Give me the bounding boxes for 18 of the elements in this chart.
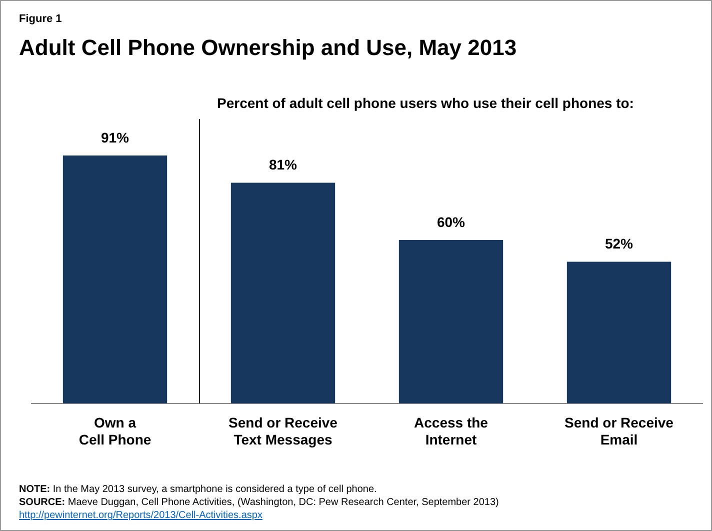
chart-title: Adult Cell Phone Ownership and Use, May 2013 (19, 35, 517, 61)
x-tick-label: Send or Receive Email (564, 414, 674, 448)
bar (398, 240, 504, 404)
bar (62, 156, 168, 404)
data-label: 91% (100, 129, 130, 146)
bar (566, 262, 672, 404)
text: http://pewinternet.org/Reports/2013/Cell-Activities.aspx (19, 510, 262, 521)
data-label: 81% (268, 156, 298, 173)
bar (230, 182, 336, 404)
chart-subtitle: Figure 1 (19, 13, 62, 25)
source-note: SOURCE: Maeve Duggan, Cell Phone Activities, (Washington, DC: Pew Research Center, September 2013) (19, 496, 499, 509)
x-tick-label: Own a Cell Phone (78, 414, 152, 448)
x-tick-label: Send or Receive Text Messages (228, 414, 338, 448)
data-label: 52% (604, 236, 634, 252)
data-label: 60% (436, 214, 466, 230)
text: NOTE: In the May 2013 survey, a smartphone is considered a type of cell phone. (19, 483, 378, 496)
x-tick-label: Access the Internet (414, 414, 488, 448)
text: Percent of adult cell phone users who use their cell phones to: (217, 95, 634, 111)
